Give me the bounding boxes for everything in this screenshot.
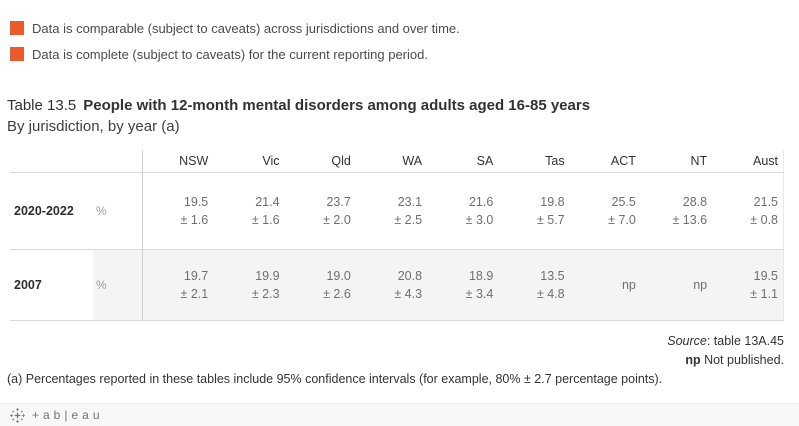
value: 18.9 (468, 268, 494, 283)
value-cell-act[interactable]: np (569, 249, 641, 321)
legend-label: Data is complete (subject to caveats) fo… (32, 46, 428, 62)
table-notes: Source: table 13A.45 np Not published. (10, 332, 784, 370)
tableau-wordmark[interactable]: +ab|eau (32, 408, 104, 422)
confidence-interval: ± 7.0 (608, 212, 636, 227)
header-row: NSW Vic Qld WA SA Tas ACT NT Aust (10, 150, 785, 173)
tableau-logo-icon[interactable] (10, 407, 25, 423)
legend: Data is comparable (subject to caveats) … (10, 21, 460, 73)
value-cell-sa[interactable]: 21.6 ± 3.0 (427, 172, 499, 250)
column-header-act[interactable]: ACT (569, 150, 641, 173)
confidence-interval: ± 2.1 (180, 286, 209, 301)
column-header-aust[interactable]: Aust (712, 150, 785, 173)
footnote: (a) Percentages reported in these tables… (7, 372, 663, 386)
value: 25.5 (611, 194, 636, 209)
value-cell-aust[interactable]: 21.5 ± 0.8 (712, 172, 785, 250)
value: 28.8 (682, 194, 708, 209)
column-header-qld[interactable]: Qld (284, 150, 356, 173)
unit-cell[interactable]: % (93, 249, 142, 321)
row-label[interactable]: 2020-2022 (10, 172, 93, 250)
confidence-interval: ± 3.4 (465, 286, 494, 301)
np-text: Not published. (700, 353, 784, 367)
value: 19.9 (255, 268, 280, 283)
value: 23.1 (397, 194, 423, 209)
confidence-interval: ± 2.0 (323, 212, 351, 227)
source-text: : table 13A.45 (706, 334, 784, 348)
header-spacer (93, 150, 142, 173)
value-cell-wa[interactable]: 23.1 ± 2.5 (355, 172, 428, 250)
value-cell-act[interactable]: 25.5 ± 7.0 (569, 172, 641, 250)
value-cell-qld[interactable]: 19.0 ± 2.6 (284, 249, 356, 321)
column-header-tas[interactable]: Tas (498, 150, 570, 173)
confidence-interval: ± 1.6 (251, 212, 280, 227)
value-cell-vic[interactable]: 21.4 ± 1.6 (213, 172, 285, 250)
table-row-2020-2022: 2020-2022 % 19.5 ± 1.6 21.4 ± 1.6 23.7 ± 2.… (10, 172, 785, 250)
table-number: Table 13.5 (7, 97, 77, 114)
row-label[interactable]: 2007 (10, 249, 93, 321)
confidence-interval: ± 5.7 (536, 212, 565, 227)
value: 23.7 (326, 194, 351, 209)
data-table: NSW Vic Qld WA SA Tas ACT NT Aust 2020-2… (10, 150, 785, 321)
value-cell-tas[interactable]: 13.5 ± 4.8 (498, 249, 570, 321)
value: 19.7 (183, 268, 209, 283)
tableau-footer: +ab|eau (0, 403, 799, 426)
value-cell-nt[interactable]: 28.8 ± 13.6 (640, 172, 713, 250)
table-row-2007: 2007 % 19.7 ± 2.1 19.9 ± 2.3 19.0 ± 2.6 20.… (10, 249, 785, 321)
confidence-interval: ± 2.5 (394, 212, 423, 227)
legend-label: Data is comparable (subject to caveats) … (32, 20, 460, 36)
value: 19.5 (753, 268, 778, 283)
value-cell-sa[interactable]: 18.9 ± 3.4 (427, 249, 499, 321)
confidence-interval: ± 1.1 (750, 286, 778, 301)
legend-swatch-icon (10, 47, 24, 61)
value-cell-tas[interactable]: 19.8 ± 5.7 (498, 172, 570, 250)
column-header-sa[interactable]: SA (427, 150, 499, 173)
value: 19.0 (326, 268, 351, 283)
legend-item-comparable[interactable]: Data is comparable (subject to caveats) … (10, 20, 460, 36)
confidence-interval: ± 2.3 (251, 286, 280, 301)
confidence-interval: ± 4.3 (394, 286, 423, 301)
confidence-interval: ± 2.6 (323, 286, 351, 301)
legend-item-complete[interactable]: Data is complete (subject to caveats) fo… (10, 46, 460, 62)
value: 21.6 (468, 194, 494, 209)
source-label: Source (667, 334, 707, 348)
legend-swatch-icon (10, 21, 24, 35)
column-header-nsw[interactable]: NSW (141, 150, 214, 173)
confidence-interval: ± 3.0 (465, 212, 494, 227)
confidence-interval: ± 13.6 (672, 212, 708, 227)
page-title: Table 13.5 People with 12-month mental di… (7, 95, 590, 116)
value: 21.4 (255, 194, 280, 209)
value: np (693, 277, 708, 292)
value-cell-nsw[interactable]: 19.5 ± 1.6 (141, 172, 214, 250)
value: 13.5 (540, 268, 565, 283)
value-cell-qld[interactable]: 23.7 ± 2.0 (284, 172, 356, 250)
page-subtitle: By jurisdiction, by year (a) (7, 118, 180, 135)
value: np (621, 277, 636, 292)
confidence-interval: ± 0.8 (750, 212, 778, 227)
value: 19.5 (183, 194, 209, 209)
unit-cell[interactable]: % (93, 172, 142, 250)
column-header-nt[interactable]: NT (640, 150, 713, 173)
confidence-interval: ± 1.6 (180, 212, 209, 227)
value-cell-wa[interactable]: 20.8 ± 4.3 (355, 249, 428, 321)
np-note: np Not published. (10, 351, 784, 370)
value-cell-nsw[interactable]: 19.7 ± 2.1 (141, 249, 214, 321)
value-cell-vic[interactable]: 19.9 ± 2.3 (213, 249, 285, 321)
title-block: Table 13.5 People with 12-month mental di… (7, 95, 590, 138)
source-note: Source: table 13A.45 (10, 332, 784, 351)
table-title: People with 12-month mental disorders am… (83, 97, 591, 114)
value-cell-aust[interactable]: 19.5 ± 1.1 (712, 249, 785, 321)
column-header-vic[interactable]: Vic (213, 150, 285, 173)
value: 20.8 (397, 268, 423, 283)
value: 19.8 (540, 194, 565, 209)
np-label: np (685, 353, 701, 367)
confidence-interval: ± 4.8 (536, 286, 565, 301)
value-cell-nt[interactable]: np (640, 249, 713, 321)
column-header-wa[interactable]: WA (355, 150, 428, 173)
value: 21.5 (753, 194, 778, 209)
header-spacer (10, 150, 93, 173)
